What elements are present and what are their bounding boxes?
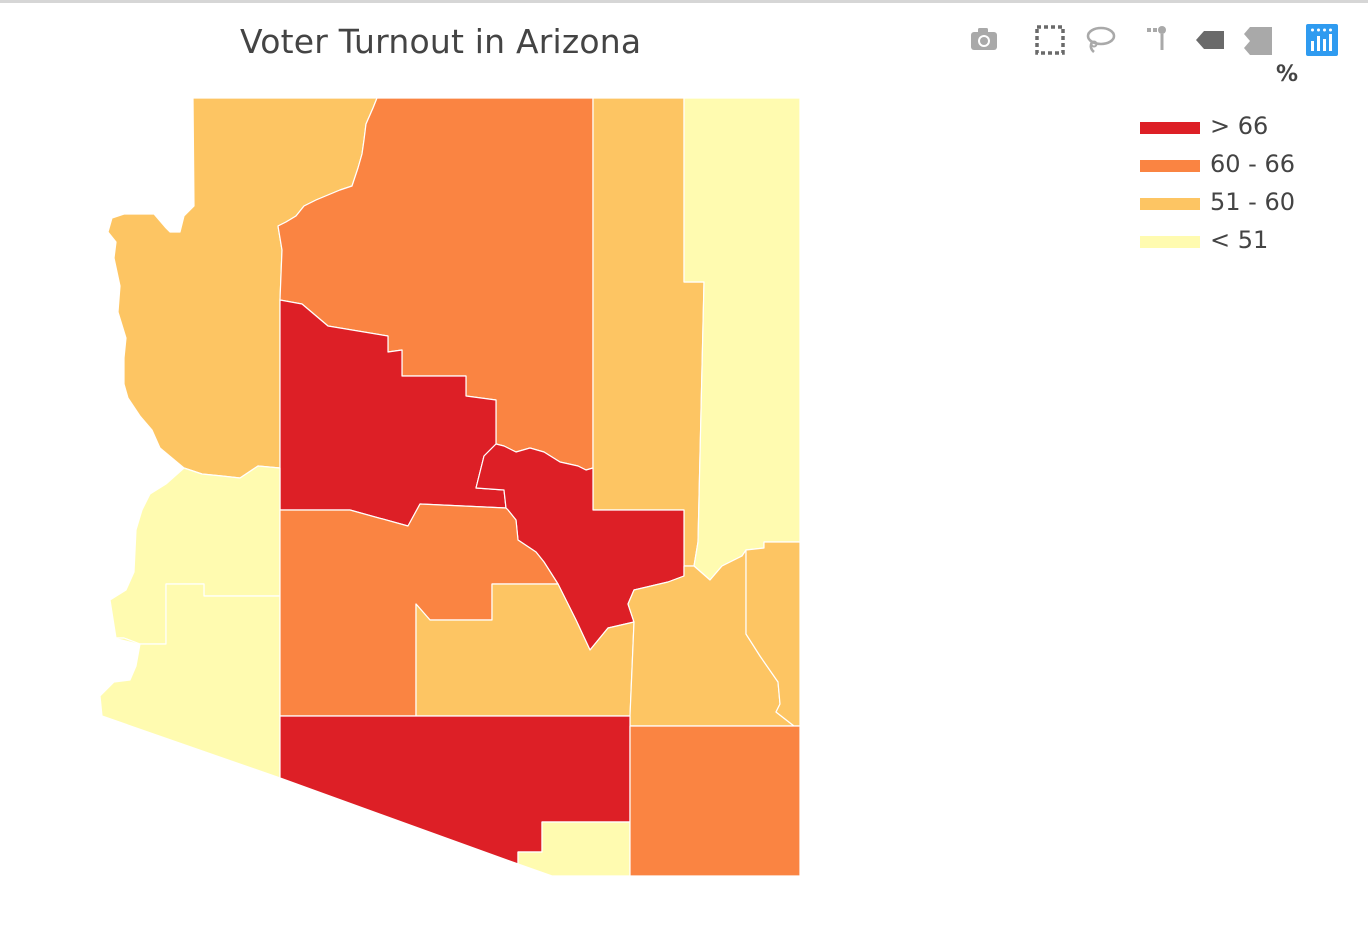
legend-label: 51 - 60 [1210, 188, 1295, 216]
legend-label: 60 - 66 [1210, 150, 1295, 178]
plotly-logo-icon[interactable] [1304, 22, 1340, 58]
legend-item-60-66[interactable]: 60 - 66 [1138, 146, 1358, 184]
legend-label: > 66 [1210, 112, 1269, 140]
map-title: Voter Turnout in Arizona [240, 22, 642, 61]
modebar [966, 22, 1346, 62]
camera-icon[interactable] [966, 22, 1002, 58]
hover-closest-icon[interactable] [1192, 22, 1228, 58]
county-cochise[interactable] [629, 725, 801, 877]
legend-item-under-51[interactable]: < 51 [1138, 222, 1358, 260]
legend-title: % [1276, 62, 1299, 87]
top-border [0, 0, 1368, 3]
legend-swatch [1140, 236, 1200, 248]
legend-item-51-60[interactable]: 51 - 60 [1138, 184, 1358, 222]
legend: > 66 60 - 66 51 - 60 < 51 [1138, 108, 1358, 260]
legend-swatch [1140, 198, 1200, 210]
county-greenlee[interactable] [745, 541, 801, 727]
reset-view-icon[interactable] [1142, 22, 1178, 58]
lasso-select-icon[interactable] [1082, 22, 1118, 58]
box-select-icon[interactable] [1032, 22, 1068, 58]
county-yuma[interactable] [99, 583, 281, 779]
legend-swatch [1140, 160, 1200, 172]
hover-compare-icon[interactable] [1240, 22, 1276, 58]
legend-item-over-66[interactable]: > 66 [1138, 108, 1358, 146]
legend-label: < 51 [1210, 226, 1269, 254]
legend-swatch [1140, 122, 1200, 134]
